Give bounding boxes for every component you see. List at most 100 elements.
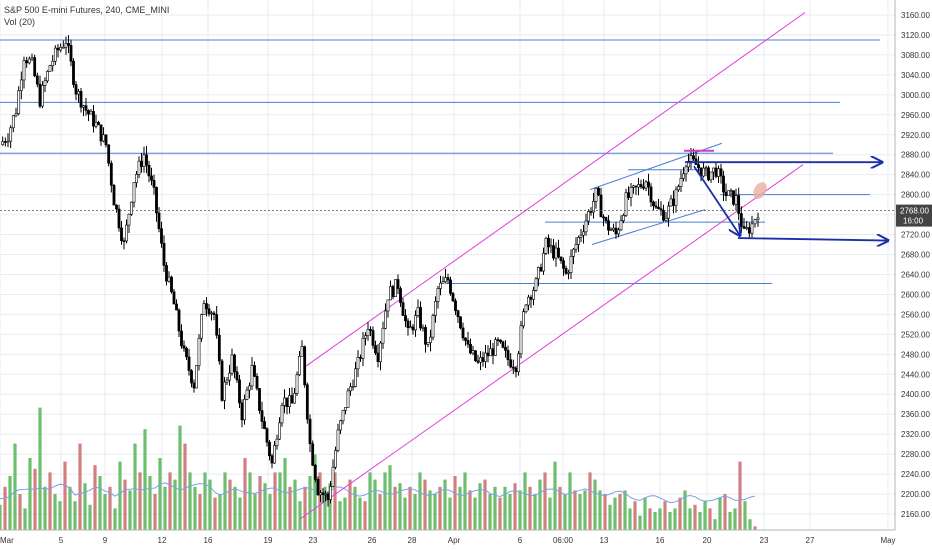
price-tick-label: 2720.00 bbox=[901, 231, 930, 240]
price-tick-label: 2800.00 bbox=[901, 191, 930, 200]
price-tick-label: 2880.00 bbox=[901, 151, 930, 160]
candle-up bbox=[409, 326, 412, 329]
candle-down bbox=[122, 240, 126, 242]
candle-down bbox=[374, 345, 377, 354]
volume-bar bbox=[493, 486, 497, 530]
volume-bar bbox=[518, 490, 522, 530]
candle-up bbox=[339, 420, 342, 431]
candle-down bbox=[747, 227, 751, 234]
volume-bar bbox=[453, 476, 457, 530]
candle-up bbox=[524, 304, 528, 313]
price-tick-label: 2400.00 bbox=[901, 390, 930, 399]
candle-down bbox=[454, 300, 457, 311]
candle-down bbox=[424, 327, 427, 345]
candle-down bbox=[313, 464, 317, 480]
candle-up bbox=[431, 315, 435, 338]
volume-bar bbox=[253, 494, 257, 530]
candle-down bbox=[165, 265, 168, 282]
candle-up bbox=[574, 244, 578, 250]
candle-down bbox=[559, 256, 563, 261]
candle-down bbox=[207, 308, 211, 315]
volume-bar bbox=[728, 512, 732, 530]
volume-bar bbox=[213, 497, 217, 530]
candle-down bbox=[371, 330, 375, 346]
time-axis: Mar 5 9 12 16 19 23 26 28 Apr 6 06:00 13 16 20 23 27 May bbox=[0, 536, 896, 545]
candle-down bbox=[654, 205, 658, 208]
candle-down bbox=[481, 357, 485, 362]
projection-arrow bbox=[737, 238, 888, 240]
candle-down bbox=[456, 310, 460, 318]
candle-down bbox=[238, 379, 241, 404]
price-tick-label: 2480.00 bbox=[901, 350, 930, 359]
candle-up bbox=[351, 386, 355, 388]
volume-bar bbox=[553, 461, 557, 530]
volume-bar bbox=[583, 490, 587, 530]
volume-bar bbox=[468, 490, 472, 530]
candle-up bbox=[537, 267, 540, 280]
price-tick-label: 2360.00 bbox=[901, 410, 930, 419]
volume-bar bbox=[268, 494, 272, 530]
candle-down bbox=[419, 307, 422, 329]
candle-down bbox=[107, 144, 111, 164]
candle-down bbox=[496, 339, 500, 341]
candle-down bbox=[719, 168, 723, 177]
volume-bar bbox=[608, 504, 612, 530]
candle-down bbox=[376, 352, 380, 363]
volume-bar bbox=[178, 425, 182, 530]
candle-up bbox=[394, 279, 397, 297]
candle-down bbox=[647, 181, 650, 188]
candle-down bbox=[707, 167, 710, 181]
volume-bar bbox=[348, 479, 352, 530]
chart-legend: S&P 500 E-mini Futures, 240, CME_MINI Vo… bbox=[4, 4, 169, 28]
candle-down bbox=[461, 327, 465, 339]
volume-bar bbox=[718, 497, 722, 530]
volume-bar bbox=[83, 483, 87, 530]
candle-down bbox=[552, 245, 555, 259]
candle-up bbox=[554, 247, 558, 259]
time-tick-label: 5 bbox=[59, 536, 64, 545]
volume-bar bbox=[43, 486, 47, 530]
candle-up bbox=[102, 134, 105, 142]
volume-bar bbox=[68, 486, 72, 530]
candle-down bbox=[464, 337, 467, 341]
volume-bar bbox=[273, 472, 277, 530]
candle-up bbox=[592, 201, 595, 213]
candle-up bbox=[729, 190, 733, 192]
candle-down bbox=[155, 187, 158, 214]
candle-up bbox=[89, 111, 93, 115]
candle-up bbox=[228, 372, 231, 381]
price-tick-label: 2560.00 bbox=[901, 310, 930, 319]
candle-up bbox=[356, 357, 360, 370]
volume-bar bbox=[238, 497, 242, 530]
candle-up bbox=[522, 311, 525, 327]
candle-up bbox=[679, 177, 683, 187]
candle-down bbox=[614, 227, 618, 235]
candle-up bbox=[48, 65, 52, 72]
volume-bar bbox=[653, 512, 657, 530]
candle-down bbox=[657, 206, 660, 210]
volume-bar bbox=[148, 476, 152, 530]
candle-up bbox=[734, 195, 738, 205]
candle-down bbox=[205, 303, 208, 310]
volume-bar bbox=[528, 486, 532, 530]
candle-down bbox=[506, 350, 510, 361]
candle-up bbox=[704, 167, 708, 170]
price-tick-label: 3160.00 bbox=[901, 11, 930, 20]
candle-down bbox=[303, 346, 307, 386]
candle-up bbox=[125, 224, 128, 242]
candle-up bbox=[709, 171, 713, 181]
candle-down bbox=[634, 185, 638, 188]
candle-down bbox=[33, 57, 37, 77]
candle-down bbox=[255, 376, 259, 389]
volume-bar bbox=[598, 490, 602, 530]
candle-down bbox=[642, 186, 645, 189]
volume-indicator-label: Vol (20) bbox=[4, 17, 36, 27]
candle-up bbox=[745, 227, 749, 229]
candle-down bbox=[511, 366, 515, 369]
candle-down bbox=[469, 343, 472, 354]
candle-down bbox=[180, 330, 183, 347]
candle-down bbox=[290, 395, 294, 404]
volume-bar bbox=[153, 494, 157, 530]
candle-down bbox=[56, 47, 60, 51]
